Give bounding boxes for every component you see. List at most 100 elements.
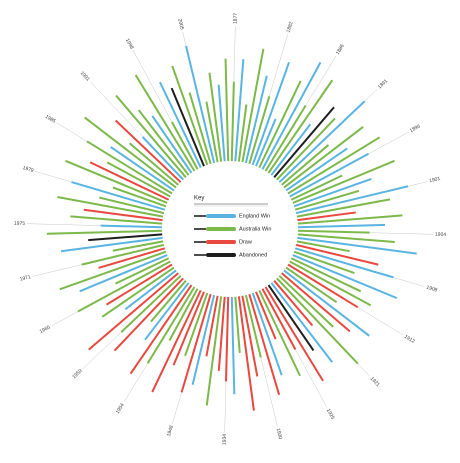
bar xyxy=(273,280,314,327)
bar xyxy=(255,118,277,167)
bar xyxy=(287,136,381,195)
leader-line xyxy=(27,223,101,226)
leader-line xyxy=(393,277,425,287)
bar xyxy=(292,254,398,300)
bar xyxy=(150,280,187,323)
bar xyxy=(258,289,301,377)
bar xyxy=(217,84,226,162)
legend-title: Key xyxy=(194,196,204,202)
leader-line xyxy=(357,307,404,336)
bar xyxy=(46,229,163,235)
bar xyxy=(230,296,236,395)
bar xyxy=(224,58,230,162)
bar xyxy=(180,293,212,393)
bar xyxy=(244,294,262,358)
bar xyxy=(128,142,179,186)
bar xyxy=(60,236,163,253)
bar xyxy=(188,92,212,165)
bar xyxy=(115,257,170,285)
bar xyxy=(101,266,175,318)
year-label: 1965 xyxy=(39,324,52,335)
bar xyxy=(98,247,166,269)
leader-line xyxy=(90,81,143,138)
bar xyxy=(79,254,168,293)
year-labels: 1877 1882 1886 1891 1896 1901 1904 1908 1912 1921… xyxy=(14,13,446,445)
year-label: 1901 xyxy=(429,176,441,184)
bar xyxy=(285,266,338,304)
year-label: 1985 xyxy=(44,114,57,125)
bar xyxy=(65,159,168,204)
bar xyxy=(248,293,281,396)
bar xyxy=(297,236,417,255)
bar xyxy=(106,263,173,306)
bar xyxy=(88,272,179,351)
bar xyxy=(261,61,322,170)
bar xyxy=(144,282,190,341)
bar xyxy=(129,284,193,375)
bar xyxy=(141,136,184,181)
leader-line xyxy=(369,232,433,235)
leader-line xyxy=(305,55,337,106)
bars xyxy=(46,45,417,411)
bar xyxy=(205,296,223,406)
bar xyxy=(290,257,362,293)
bar xyxy=(168,288,199,341)
leader-line xyxy=(233,26,236,82)
bar xyxy=(241,48,265,163)
bar xyxy=(205,101,219,163)
year-label: 1882 xyxy=(286,21,295,34)
year-label: 1904 xyxy=(435,232,446,238)
bar xyxy=(146,286,196,364)
bar xyxy=(185,45,216,164)
year-label: 1959 xyxy=(71,368,83,380)
year-label: 1921 xyxy=(369,376,381,388)
bar xyxy=(297,233,395,243)
bar xyxy=(205,295,219,357)
bar xyxy=(294,247,394,279)
bar xyxy=(264,286,324,382)
legend-label: England Win xyxy=(239,213,270,219)
legend-label: Abandoned xyxy=(239,252,267,258)
bar xyxy=(283,126,364,189)
bar xyxy=(86,140,173,195)
bar xyxy=(297,229,370,234)
bar xyxy=(276,117,336,181)
bar xyxy=(113,277,184,352)
bar xyxy=(283,269,370,337)
bar xyxy=(191,294,216,385)
bar xyxy=(230,81,235,162)
bar xyxy=(278,100,366,183)
legend-label: Draw xyxy=(239,239,252,245)
leader-line xyxy=(132,50,173,123)
bar xyxy=(270,282,333,363)
year-label: 1930 xyxy=(275,428,283,440)
bar xyxy=(184,292,209,357)
leader-line xyxy=(51,311,79,327)
bar xyxy=(289,260,372,307)
year-label: 1912 xyxy=(403,334,416,345)
bar xyxy=(281,144,330,186)
bar xyxy=(251,62,290,166)
bar xyxy=(234,59,245,162)
year-label: 1934 xyxy=(222,434,228,445)
leader-line xyxy=(123,363,148,403)
bar xyxy=(71,181,166,211)
bar xyxy=(258,80,302,169)
bar xyxy=(297,223,386,229)
bar xyxy=(295,185,409,215)
bar xyxy=(251,292,283,376)
bar xyxy=(295,243,379,266)
year-label: 1925 xyxy=(325,408,336,421)
bar xyxy=(294,189,360,211)
bar xyxy=(293,178,372,208)
bar xyxy=(151,289,202,393)
bar xyxy=(89,161,170,201)
bar xyxy=(151,115,193,174)
bar xyxy=(293,250,355,275)
bar xyxy=(112,240,164,252)
bar xyxy=(70,215,163,225)
bar xyxy=(292,159,395,204)
bar xyxy=(120,275,182,333)
bar xyxy=(137,109,190,176)
leader-line xyxy=(295,349,328,408)
